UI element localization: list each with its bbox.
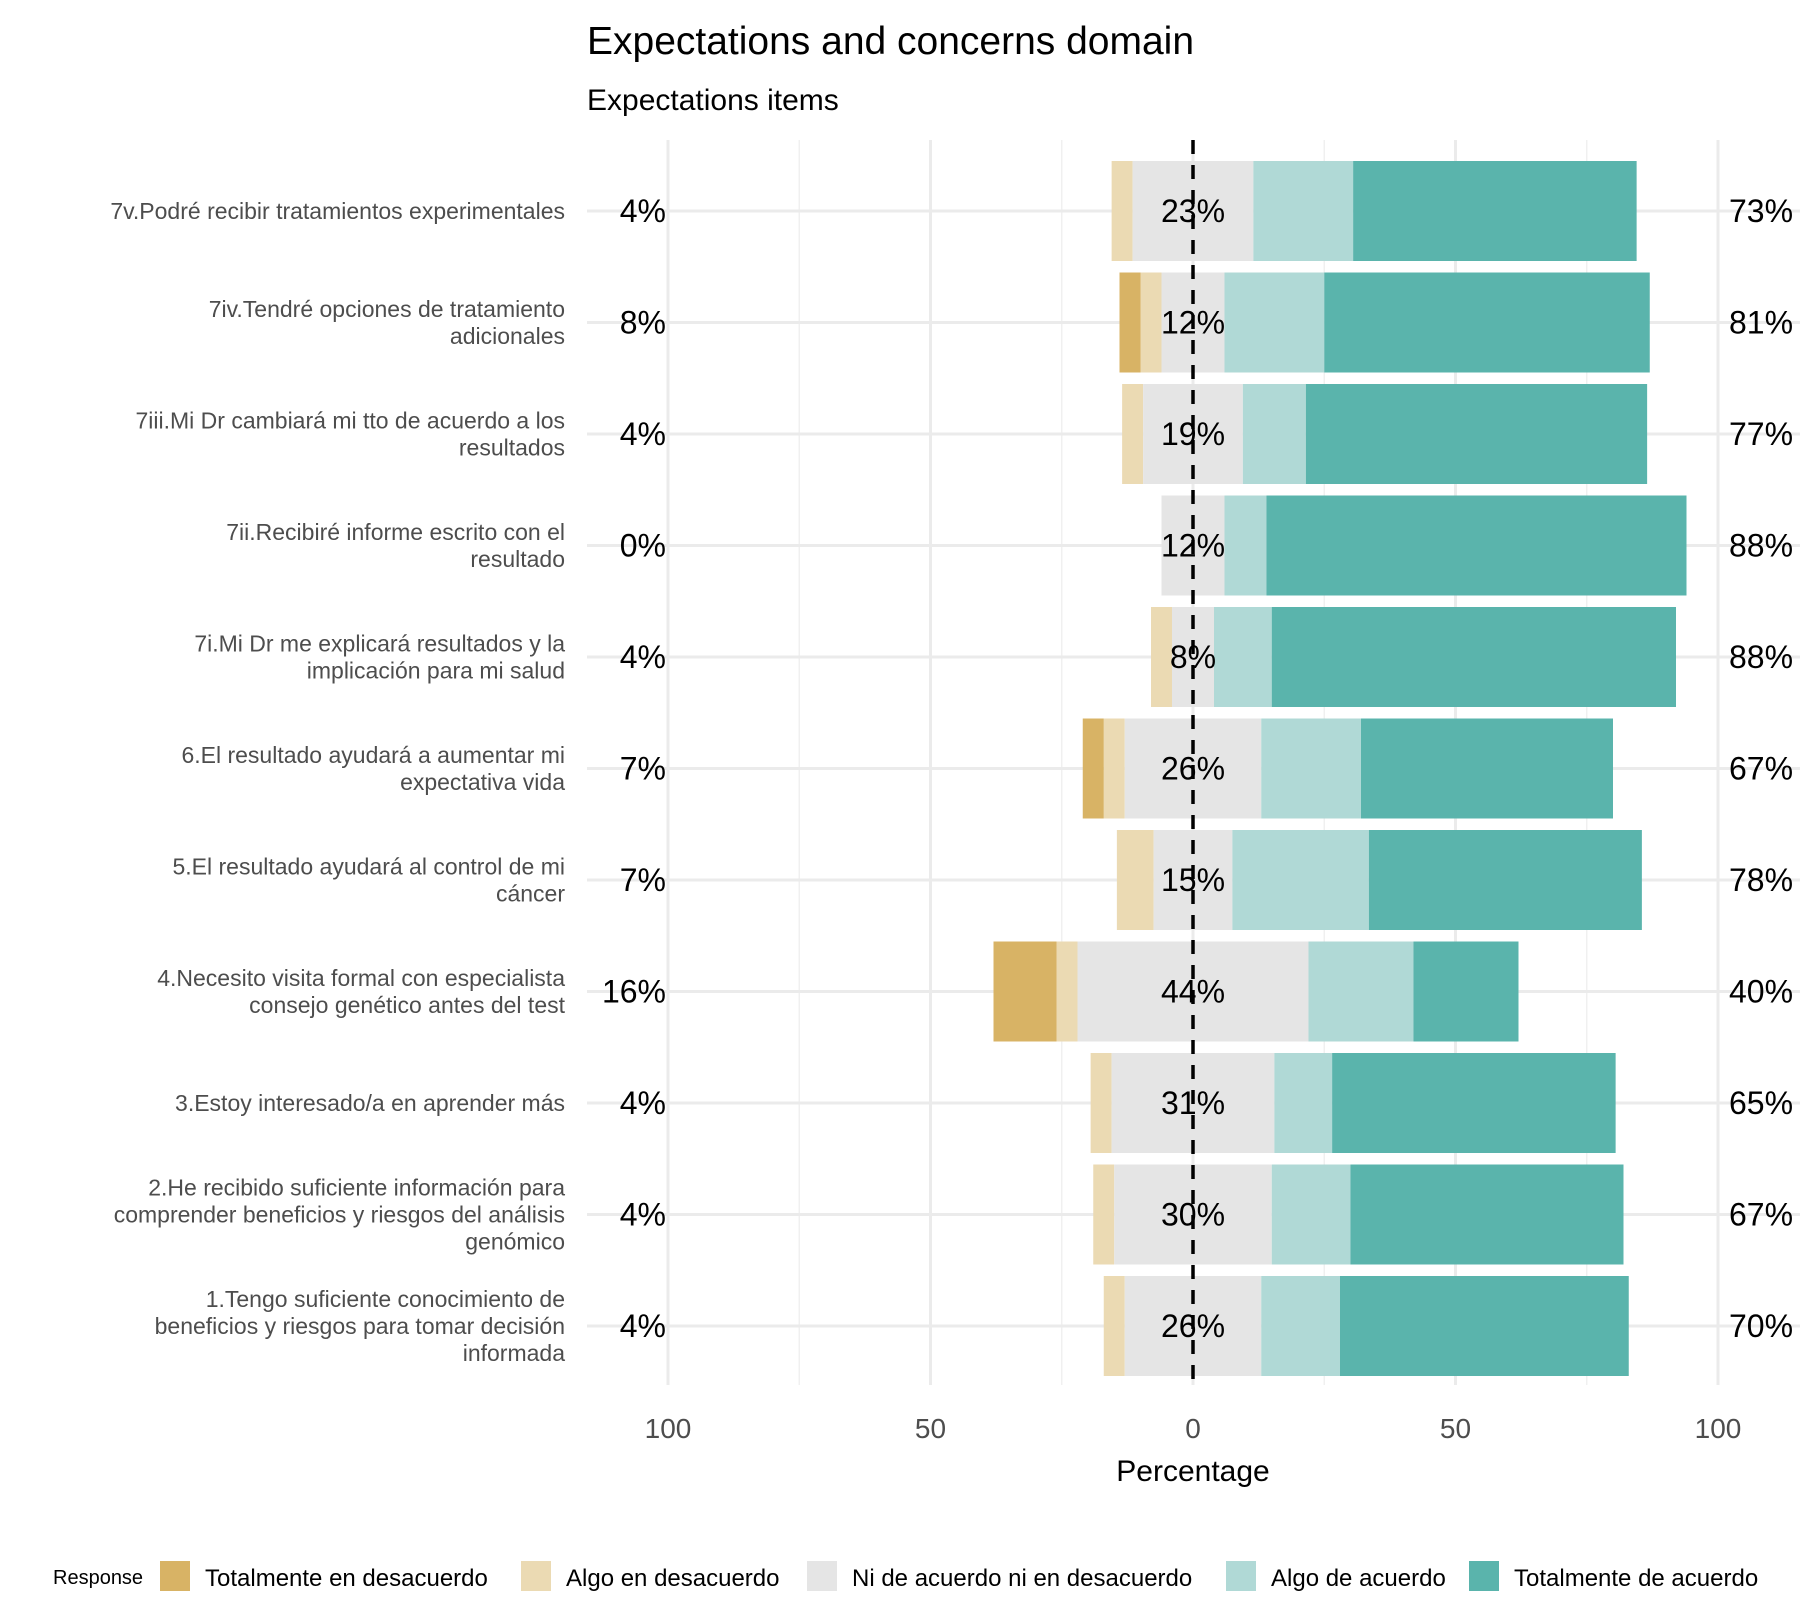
item-label: 2.He recibido suficiente información par… (114, 1175, 565, 1255)
x-tick-label: 0 (1185, 1413, 1201, 1444)
bar-segment (1340, 1276, 1629, 1376)
chart-subtitle: Expectations items (587, 84, 839, 117)
legend-key (1469, 1561, 1499, 1591)
agree-percent-label: 88% (1729, 528, 1793, 564)
disagree-percent-label: 4% (620, 1308, 666, 1344)
bar-segment (1122, 384, 1144, 484)
bar-segment (1111, 161, 1133, 261)
item-label: 7iv.Tendré opciones de tratamiento adicio… (209, 296, 565, 349)
bar-segment (1271, 1164, 1351, 1265)
agree-percent-label: 81% (1729, 305, 1793, 341)
item-label: 4.Necesito visita formal con especialist… (157, 965, 565, 1018)
bar-segment (993, 941, 1057, 1042)
agree-percent-label: 65% (1729, 1085, 1793, 1121)
bar-segment (1253, 161, 1354, 261)
bar-segment (1361, 718, 1613, 819)
agree-percent-label: 77% (1729, 416, 1793, 452)
agree-percent-label: 67% (1729, 1197, 1793, 1233)
bar-segment (1232, 830, 1369, 930)
legend-entry-label: Algo en desacuerdo (566, 1565, 780, 1592)
bar-segment (1119, 272, 1141, 373)
legend-key (521, 1561, 551, 1591)
bar-segment (1093, 1164, 1115, 1265)
x-tick-label: 100 (645, 1413, 692, 1444)
disagree-percent-label: 4% (620, 1085, 666, 1121)
disagree-percent-label: 8% (620, 305, 666, 341)
bar-segment (1242, 384, 1306, 484)
disagree-percent-label: 4% (620, 1197, 666, 1233)
legend-key (807, 1561, 837, 1591)
bar-segment (1305, 384, 1648, 484)
legend: Response Totalmente en desacuerdo Algo en … (53, 1561, 1758, 1592)
bar-segment (1116, 830, 1154, 930)
bar-segment (1224, 272, 1325, 373)
bar-segment (1103, 718, 1125, 819)
agree-percent-label: 70% (1729, 1308, 1793, 1344)
item-label: 7v.Podré recibir tratamientos experiment… (110, 198, 565, 224)
bar-segment (1261, 1276, 1340, 1376)
disagree-percent-label: 4% (620, 416, 666, 452)
bar-segment (1103, 1276, 1125, 1376)
bar-segment (1056, 941, 1078, 1042)
x-axis-ticks: 100 50 0 50 100 (645, 1413, 1742, 1444)
item-label: 7iii.Mi Dr cambiará mi tto de acuerdo a … (136, 408, 566, 461)
legend-title: Response (53, 1567, 143, 1589)
disagree-percent-label: 7% (620, 862, 666, 898)
legend-entry-label: Totalmente de acuerdo (1514, 1565, 1758, 1592)
legend-entry-label: Totalmente en desacuerdo (205, 1565, 488, 1592)
item-label: 7ii.Recibiré informe escrito con el resul… (226, 519, 565, 572)
bar-segment (1140, 272, 1162, 373)
item-label: 3.Estoy interesado/a en aprender más (175, 1090, 565, 1116)
disagree-percent-label: 0% (620, 528, 666, 564)
bar-segment (1090, 1053, 1112, 1153)
bar-segment (1353, 161, 1637, 261)
agree-percent-label: 40% (1729, 974, 1793, 1010)
disagree-percent-label: 4% (620, 639, 666, 675)
agree-percent-label: 78% (1729, 862, 1793, 898)
disagree-percent-label: 7% (620, 751, 666, 787)
bar-segment (1350, 1164, 1624, 1265)
bar-segment (1214, 607, 1272, 707)
agree-percent-label: 73% (1729, 193, 1793, 229)
disagree-percent-label: 4% (620, 193, 666, 229)
bar-segment (1082, 718, 1104, 819)
bar-segment (1413, 941, 1519, 1042)
bar-segment (1368, 830, 1642, 930)
item-label: 5.El resultado ayudará al control de mi c… (173, 854, 566, 907)
x-axis-label: Percentage (1116, 1455, 1269, 1488)
agree-percent-label: 67% (1729, 751, 1793, 787)
legend-key (1226, 1561, 1256, 1591)
bar-segment (1308, 941, 1414, 1042)
bar-segment (1274, 1053, 1333, 1153)
bar-segment (1151, 607, 1172, 707)
x-tick-label: 100 (1695, 1413, 1742, 1444)
item-label: 1.Tengo suficiente conocimiento de benefi… (155, 1286, 566, 1366)
agree-percent-label: 88% (1729, 639, 1793, 675)
bar-segment (1224, 495, 1267, 596)
bar-segment (1261, 718, 1361, 819)
bars-layer (993, 161, 1687, 1376)
legend-entry-label: Algo de acuerdo (1271, 1565, 1446, 1592)
bar-segment (1266, 495, 1687, 596)
item-label: 7i.Mi Dr me explicará resultados y la imp… (194, 631, 565, 684)
legend-key (160, 1561, 190, 1591)
bar-segment (1332, 1053, 1616, 1153)
bar-segment (1324, 272, 1650, 373)
item-label: 6.El resultado ayudará a aumentar mi expe… (181, 742, 565, 795)
chart-title: Expectations and concerns domain (587, 20, 1194, 63)
disagree-percent-label: 16% (602, 974, 666, 1010)
x-tick-label: 50 (915, 1413, 946, 1444)
x-tick-label: 50 (1440, 1413, 1471, 1444)
legend-entry-label: Ni de acuerdo ni en desacuerdo (852, 1565, 1192, 1592)
bar-segment (1271, 607, 1676, 707)
